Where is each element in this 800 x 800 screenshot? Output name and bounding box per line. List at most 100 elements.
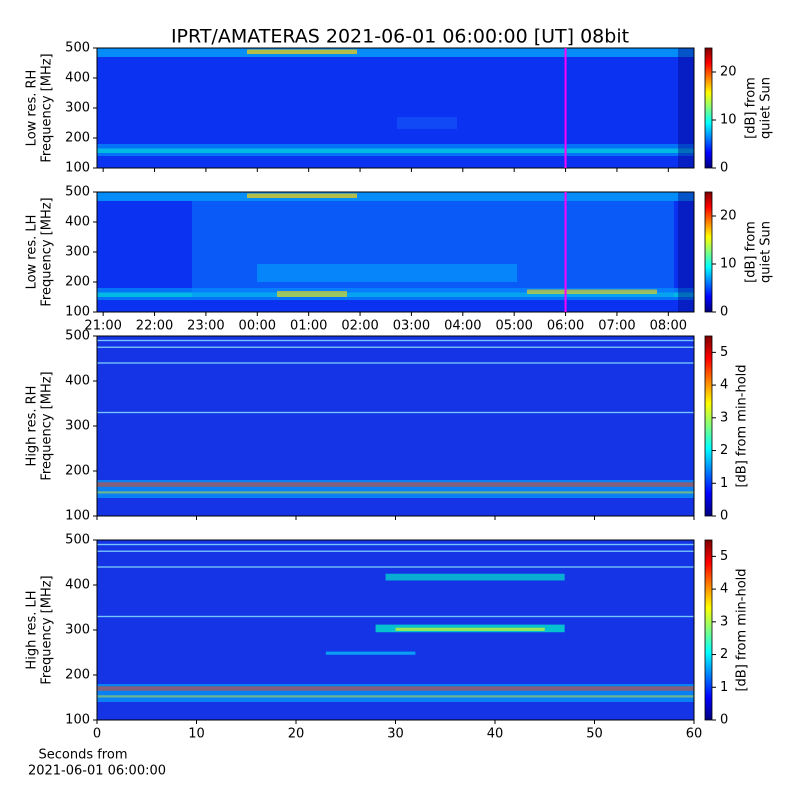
- spectrogram-band: [97, 566, 694, 568]
- colorbar-tick-label: 10: [720, 257, 737, 272]
- y-tick-label: 200: [65, 275, 90, 290]
- y-tick-label: 100: [65, 161, 90, 176]
- y-axis-label: High res. RH: [25, 386, 40, 467]
- colorbar: [704, 191, 713, 313]
- colorbar-tick-label: 2: [720, 647, 728, 662]
- x-tick-label: 08:00: [650, 319, 687, 334]
- colorbar-tick-label: 2: [720, 443, 728, 458]
- spectrogram-band: [97, 686, 694, 691]
- spectrogram-band: [397, 117, 457, 129]
- colorbar-tick-label: 4: [720, 582, 728, 597]
- spectrogram-band: [192, 201, 674, 297]
- colorbar-label: [dB] from min-hold: [735, 364, 750, 487]
- colorbar: [704, 47, 713, 169]
- y-axis-label: Low res. LH: [25, 215, 40, 290]
- y-axis-label: High res. LH: [25, 590, 40, 669]
- y-tick-label: 400: [65, 374, 90, 389]
- x-tick-label: 02:00: [341, 319, 378, 334]
- spectrogram: [97, 48, 694, 168]
- colorbar: [704, 335, 713, 517]
- spectrogram-band: [97, 346, 694, 348]
- spectrogram-band: [395, 627, 545, 631]
- y-tick-label: 500: [65, 329, 90, 344]
- y-tick-label: 200: [65, 668, 90, 683]
- colorbar-tick-label: 1: [720, 680, 728, 695]
- spectrogram-band: [97, 362, 694, 364]
- y-axis-label: Low res. RH: [25, 70, 40, 147]
- colorbar-label: quiet Sun: [759, 221, 774, 283]
- y-axis-label: Frequency [MHz]: [40, 575, 55, 684]
- colorbar-tick-label: 0: [720, 161, 728, 176]
- spectrogram-band: [97, 491, 694, 494]
- colorbar-tick-label: 0: [720, 305, 728, 320]
- x-tick-label: 05:00: [495, 319, 532, 334]
- x-axis-label: Seconds from: [38, 748, 127, 763]
- colorbar-tick-label: 3: [720, 410, 728, 425]
- y-axis-label: Frequency [MHz]: [40, 371, 55, 480]
- spectrogram-band: [97, 192, 694, 201]
- x-tick-label: 50: [586, 727, 603, 742]
- spectrogram-band: [97, 543, 694, 546]
- colorbar-label: quiet Sun: [759, 77, 774, 139]
- x-tick-label: 00:00: [239, 319, 276, 334]
- x-tick-label: 10: [188, 727, 205, 742]
- x-tick-label: 03:00: [393, 319, 430, 334]
- y-axis-label: Frequency [MHz]: [40, 53, 55, 162]
- y-tick-label: 300: [65, 419, 90, 434]
- colorbar-tick-label: 4: [720, 378, 728, 393]
- x-tick-label: 06:00: [547, 319, 584, 334]
- spectrogram-band: [97, 411, 694, 414]
- colorbar-tick-label: 20: [720, 209, 737, 224]
- y-tick-label: 400: [65, 578, 90, 593]
- x-tick-label: 04:00: [444, 319, 481, 334]
- spectrogram-band: [678, 192, 694, 312]
- colorbar-tick-label: 3: [720, 614, 728, 629]
- figure-title: IPRT/AMATERAS 2021-06-01 06:00:00 [UT] 0…: [171, 26, 629, 48]
- y-tick-label: 100: [65, 305, 90, 320]
- spectrogram: [97, 336, 694, 516]
- x-tick-label: 01:00: [290, 319, 327, 334]
- x-tick-label: 23:00: [187, 319, 224, 334]
- y-tick-label: 100: [65, 713, 90, 728]
- y-tick-label: 100: [65, 509, 90, 524]
- colorbar-label: [dB] from min-hold: [735, 568, 750, 691]
- spectrogram-band: [97, 148, 694, 153]
- spectrogram-band: [97, 339, 694, 342]
- colorbar-label: [dB] from: [744, 221, 759, 283]
- y-tick-label: 400: [65, 71, 90, 86]
- spectrogram-band: [325, 651, 416, 655]
- colorbar-tick-label: 10: [720, 113, 737, 128]
- spectrogram-band: [527, 289, 657, 294]
- spectrogram: [97, 540, 694, 720]
- colorbar-tick-label: 20: [720, 65, 737, 80]
- y-tick-label: 200: [65, 131, 90, 146]
- y-tick-label: 300: [65, 245, 90, 260]
- colorbar-tick-label: 1: [720, 476, 728, 491]
- spectrogram-band: [257, 264, 517, 282]
- y-tick-label: 500: [65, 185, 90, 200]
- x-tick-label: 0: [93, 727, 101, 742]
- x-tick-label: 21:00: [84, 319, 121, 334]
- y-tick-label: 300: [65, 101, 90, 116]
- colorbar-tick-label: 0: [720, 713, 728, 728]
- x-tick-label: 60: [686, 727, 703, 742]
- spectrogram-band: [97, 48, 694, 57]
- x-tick-label: 20: [288, 727, 305, 742]
- spectrogram-band: [247, 49, 357, 54]
- spectrogram-band: [678, 48, 694, 168]
- colorbar-label: [dB] from: [744, 77, 759, 139]
- spectrogram-band: [97, 292, 694, 297]
- x-tick-label: 07:00: [598, 319, 635, 334]
- x-axis-label: 2021-06-01 06:00:00: [28, 764, 166, 779]
- x-tick-label: 22:00: [136, 319, 173, 334]
- spectrogram-band: [247, 193, 357, 198]
- spectrogram-band: [97, 695, 694, 698]
- x-tick-label: 40: [487, 727, 504, 742]
- colorbar-tick-label: 5: [720, 549, 728, 564]
- y-axis-label: Frequency [MHz]: [40, 197, 55, 306]
- spectrogram-band: [97, 550, 694, 552]
- spectrogram-band: [277, 291, 347, 297]
- colorbar-tick-label: 0: [720, 509, 728, 524]
- y-tick-label: 200: [65, 464, 90, 479]
